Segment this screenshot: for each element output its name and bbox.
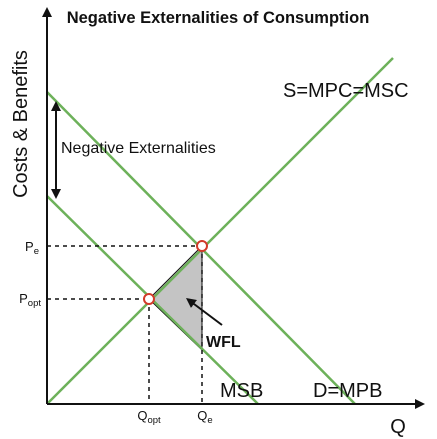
qe-label-sub: e: [207, 415, 212, 426]
welfare-loss-area: [148, 244, 203, 352]
supply-curve: [46, 57, 394, 405]
qe-label-base: Q: [197, 408, 207, 423]
wfl-label: WFL: [206, 334, 241, 351]
msb-curve-label: MSB: [220, 380, 263, 402]
qopt-label-sub: opt: [147, 415, 161, 426]
y-axis-label: Costs & Benefits: [10, 50, 32, 198]
market-equilibrium-point: [196, 240, 208, 252]
popt-label-sub: opt: [28, 298, 42, 309]
pe-label-sub: e: [34, 246, 39, 257]
wfl-arrow: [186, 298, 223, 326]
qopt-label-base: Q: [137, 408, 147, 423]
x-axis-label: Q: [390, 416, 406, 438]
social-optimum-point: [143, 293, 155, 305]
externality-label: Negative Externalities: [61, 140, 216, 157]
qe-label: Qe: [197, 408, 212, 426]
popt-label-base: P: [19, 291, 28, 306]
chart-title: Negative Externalities of Consumption: [67, 9, 370, 27]
qopt-label: Qopt: [137, 408, 161, 426]
popt-label: Popt: [19, 291, 41, 309]
pe-label-base: P: [25, 239, 34, 254]
demand-curve-label: D=MPB: [313, 380, 382, 402]
pe-label: Pe: [25, 239, 39, 257]
supply-curve-label: S=MPC=MSC: [283, 80, 409, 102]
